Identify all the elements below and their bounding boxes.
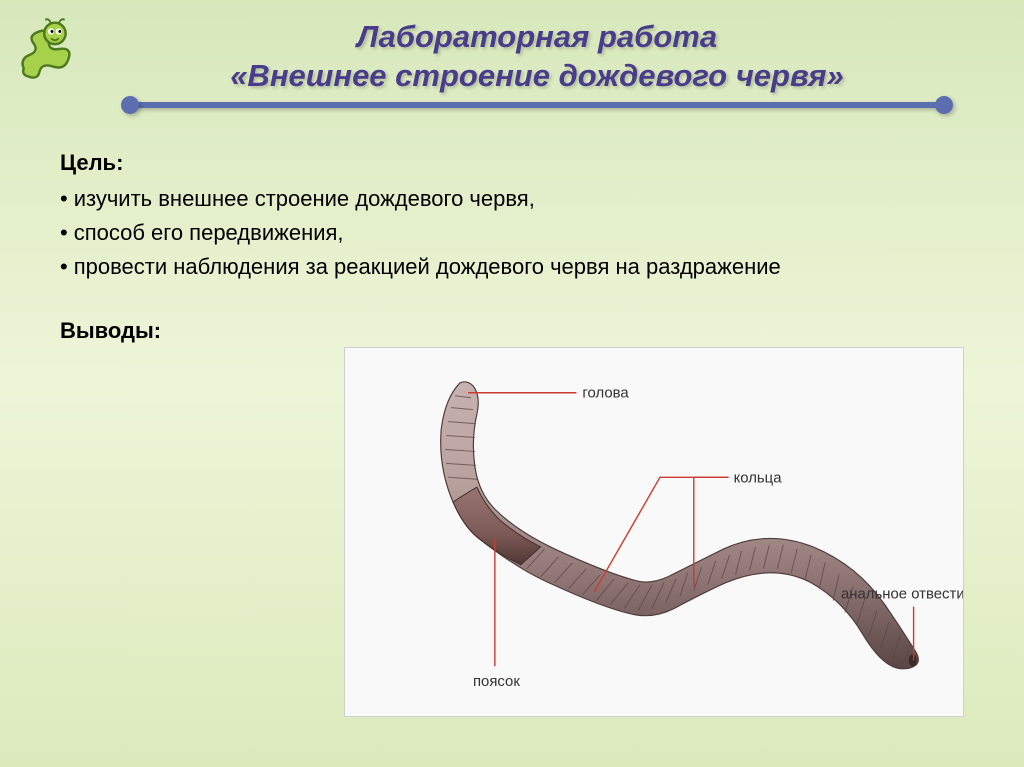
diagram-label-anal: анальное отвестие (841, 587, 963, 603)
goal-item: способ его передвижения, (60, 216, 984, 250)
diagram-label-rings: кольца (734, 470, 783, 486)
worm-cartoon-icon (12, 10, 90, 88)
goal-item: провести наблюдения за реакцией дождевог… (60, 250, 984, 284)
diagram-label-belt: поясок (473, 674, 520, 690)
goal-item: изучить внешнее строение дождевого червя… (60, 182, 984, 216)
goal-heading: Цель: (60, 146, 984, 180)
conclusions-heading: Выводы: (60, 314, 984, 348)
diagram-label-head: голова (582, 386, 629, 402)
title-divider (130, 102, 944, 108)
content-block: Цель: изучить внешнее строение дождевого… (40, 146, 984, 348)
goal-list: изучить внешнее строение дождевого червя… (60, 182, 984, 284)
slide-title: Лабораторная работа «Внешнее строение до… (90, 18, 984, 96)
slide: Лабораторная работа «Внешнее строение до… (0, 0, 1024, 767)
title-line-1: Лабораторная работа (90, 18, 984, 57)
worm-diagram: голова кольца анальное отвестие поясок (344, 347, 964, 717)
title-line-2: «Внешнее строение дождевого червя» (90, 57, 984, 96)
